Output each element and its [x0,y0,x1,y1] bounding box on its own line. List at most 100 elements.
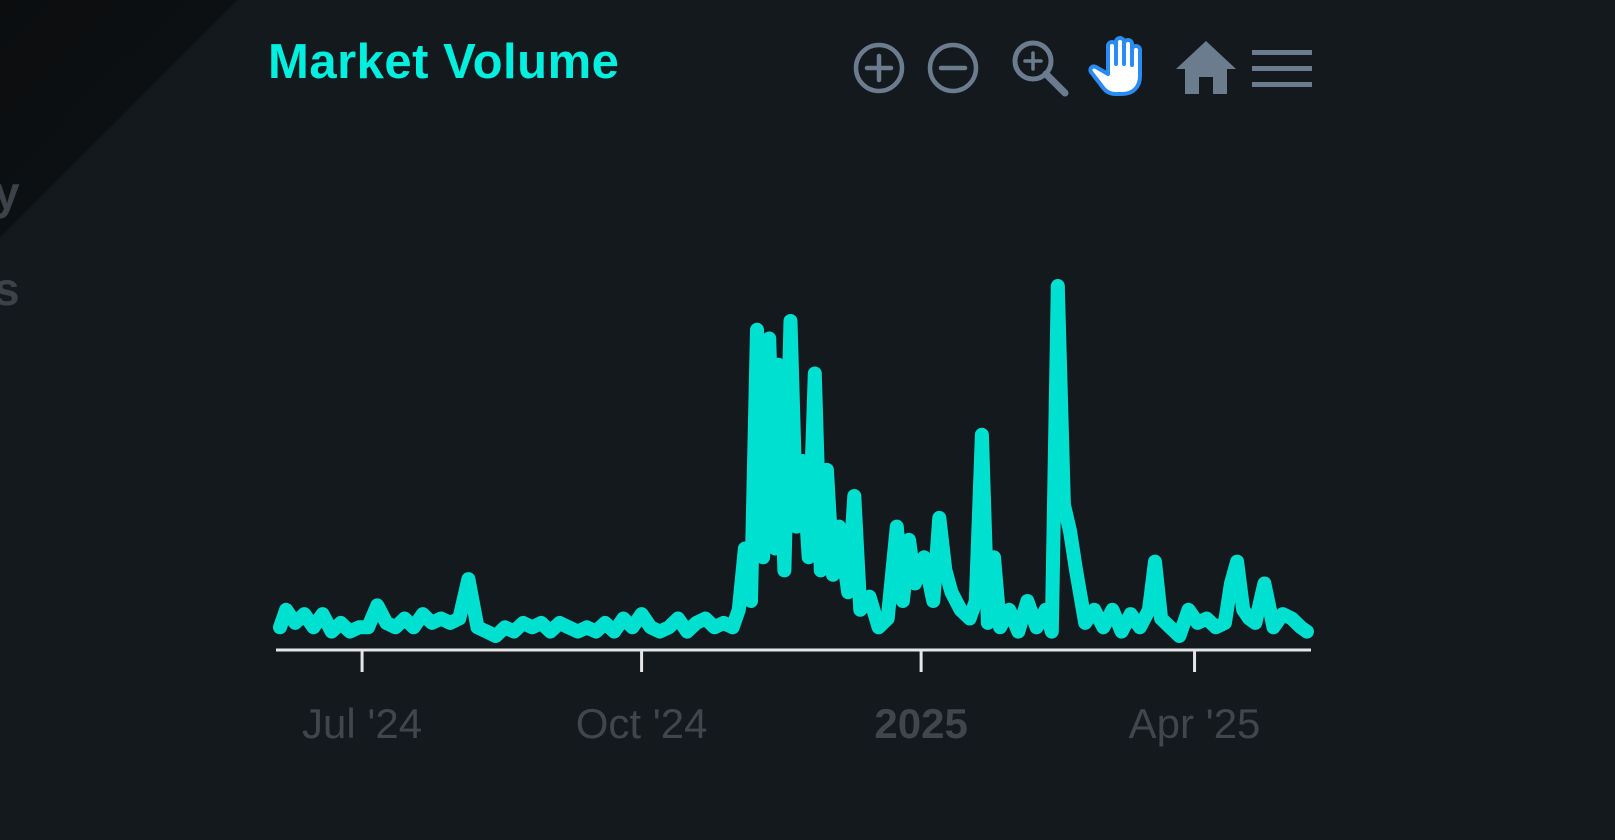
data-point [1300,627,1301,628]
data-point [848,592,849,593]
data-point [738,609,739,610]
data-point [778,364,779,365]
x-tick-label: Jul '24 [302,700,422,747]
data-point [1045,609,1046,610]
data-point [826,469,827,470]
data-point [596,631,597,632]
data-point [796,526,797,527]
data-point [386,622,387,623]
data-point [994,557,995,558]
data-point [763,557,764,558]
x-axis-ticks: Jul '24 Oct '24 2025 Apr '25 [302,650,1260,747]
data-point [1051,631,1052,632]
data-point [359,627,360,628]
data-point [550,631,551,632]
data-point [331,631,332,632]
data-point [1009,609,1010,610]
data-point [869,596,870,597]
data-point [808,557,809,558]
data-point [577,631,578,632]
data-point [924,557,925,558]
data-point [1057,286,1058,287]
data-point [802,461,803,462]
data-point [757,329,758,330]
data-point [854,496,855,497]
data-point [705,618,706,619]
data-point [441,618,442,619]
data-point [295,622,296,623]
data-point [981,434,982,435]
data-point [486,631,487,632]
data-point [1197,622,1198,623]
data-point [814,373,815,374]
data-point [960,609,961,610]
data-point [1000,627,1001,628]
data-point [1237,561,1238,562]
data-point [1076,570,1077,571]
data-point [623,618,624,619]
data-point [732,627,733,628]
data-point [431,622,432,623]
data-point [377,605,378,606]
data-point [1094,609,1095,610]
data-point [313,627,314,628]
data-point [1215,627,1216,628]
data-point [495,636,496,637]
data-point [1121,631,1122,632]
data-point [820,570,821,571]
data-point [368,627,369,628]
x-tick-label: Oct '24 [576,700,708,747]
data-point [945,570,946,571]
data-point [322,614,323,615]
data-point [878,627,879,628]
data-point [1161,618,1162,619]
data-point [1255,622,1256,623]
data-point [477,627,478,628]
data-point [939,517,940,518]
data-point [568,627,569,628]
data-point [413,627,414,628]
data-point [459,618,460,619]
data-point [632,627,633,628]
data-point [614,631,615,632]
data-point [1155,561,1156,562]
data-point [1085,622,1086,623]
data-point [909,539,910,540]
data-point [395,627,396,628]
data-point [696,622,697,623]
data-point [1070,531,1071,532]
data-point [1249,618,1250,619]
series-layer [280,286,1308,637]
data-point [1149,609,1150,610]
data-point [833,574,834,575]
data-point [1027,601,1028,602]
data-point [902,601,903,602]
data-point [1282,614,1283,615]
data-point [714,627,715,628]
data-point [514,631,515,632]
data-point [468,579,469,580]
data-point [987,622,988,623]
data-point [839,526,840,527]
data-point [1224,622,1225,623]
data-point [523,622,524,623]
data-point [1139,627,1140,628]
data-point [586,627,587,628]
data-point [340,622,341,623]
data-point [1179,636,1180,637]
data-point [280,627,281,628]
data-point [1273,627,1274,628]
data-point [887,618,888,619]
data-point [1103,627,1104,628]
data-point [659,631,660,632]
series-line [280,286,1307,636]
data-point [1063,504,1064,505]
data-point [668,627,669,628]
data-point [541,622,542,623]
data-point [896,526,897,527]
data-point [605,622,606,623]
data-point [933,601,934,602]
data-point [1206,618,1207,619]
x-tick-label: Apr '25 [1129,700,1261,747]
